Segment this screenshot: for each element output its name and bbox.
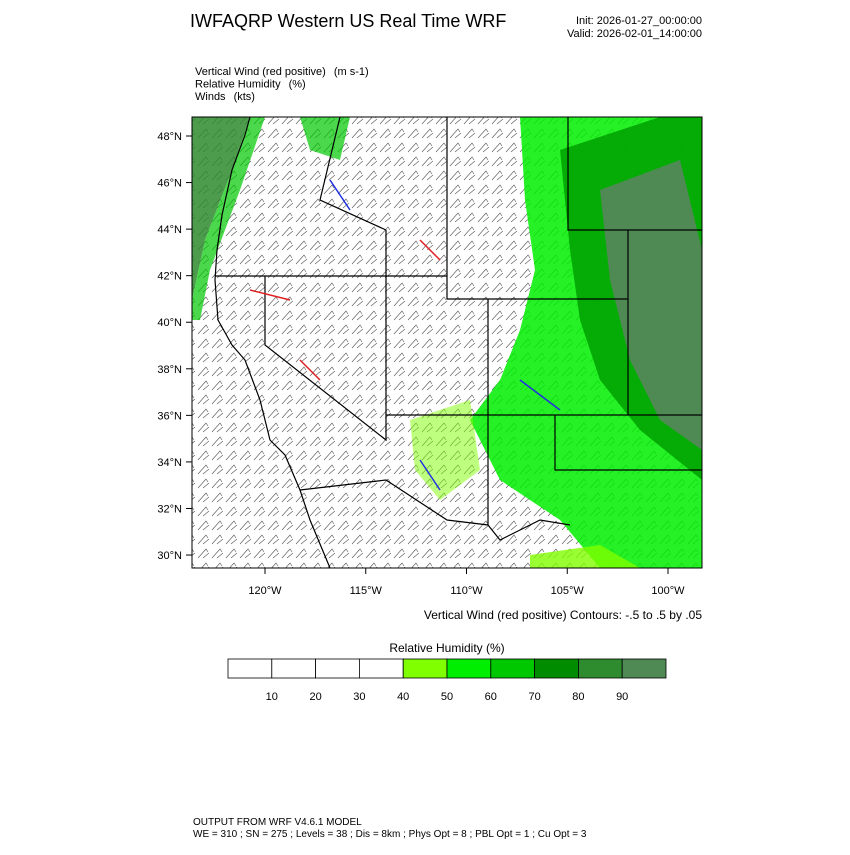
lat-label: 40°N (157, 317, 182, 329)
colorbar-swatch (490, 658, 535, 679)
field-unit: (m s-1) (334, 66, 369, 78)
footer-line: OUTPUT FROM WRF V4.6.1 MODEL (193, 817, 362, 828)
colorbar-swatch (315, 658, 360, 679)
lat-label: 44°N (157, 224, 182, 236)
map-area (192, 117, 702, 568)
lat-label: 42°N (157, 271, 182, 283)
colorbar-label: 80 (572, 691, 584, 703)
lat-label: 46°N (157, 178, 182, 190)
field-name: Winds (195, 91, 226, 103)
field-name: Vertical Wind (red positive) (195, 66, 326, 78)
colorbar-swatch (271, 658, 316, 679)
colorbar-label: 50 (441, 691, 453, 703)
colorbar-label: 90 (616, 691, 628, 703)
map-frame (191, 116, 703, 569)
field-name: Relative Humidity (195, 79, 281, 91)
colorbar-swatch (446, 658, 492, 679)
lat-label: 34°N (157, 457, 182, 469)
field-unit: (%) (289, 79, 306, 91)
lat-label: 32°N (157, 503, 182, 515)
lat-label: 36°N (157, 410, 182, 422)
colorbar-title: Relative Humidity (%) (389, 641, 504, 655)
colorbar-label: 40 (397, 691, 409, 703)
colorbar-label: 70 (528, 691, 540, 703)
colorbar-label: 30 (353, 691, 365, 703)
lon-label: 105°W (551, 585, 585, 597)
colorbar-swatch (621, 658, 667, 679)
init-time: Init: 2026-01-27_00:00:00 (576, 15, 702, 27)
lon-label: 110°W (450, 585, 483, 597)
colorbar-swatch (227, 658, 273, 679)
title: IWFAQRP Western US Real Time WRF (190, 11, 506, 31)
colorbar-swatch (534, 658, 579, 679)
lon-label: 115°W (350, 585, 383, 597)
lon-label: 120°W (248, 585, 282, 597)
lat-label: 38°N (157, 364, 182, 376)
footer-line: WE = 310 ; SN = 275 ; Levels = 38 ; Dis … (193, 829, 587, 840)
colorbar-label: 60 (485, 691, 497, 703)
field-unit: (kts) (234, 91, 255, 103)
colorbar-swatch (402, 658, 448, 679)
colorbar-label: 10 (266, 691, 278, 703)
lat-label: 30°N (157, 550, 182, 562)
contour-caption: Vertical Wind (red positive) Contours: -… (424, 608, 702, 622)
colorbar-swatch (578, 658, 623, 679)
lon-label: 100°W (651, 585, 685, 597)
colorbar-label: 20 (309, 691, 321, 703)
colorbar-swatch (358, 658, 404, 679)
valid-time: Valid: 2026-02-01_14:00:00 (567, 28, 702, 40)
lat-label: 48°N (157, 131, 182, 143)
